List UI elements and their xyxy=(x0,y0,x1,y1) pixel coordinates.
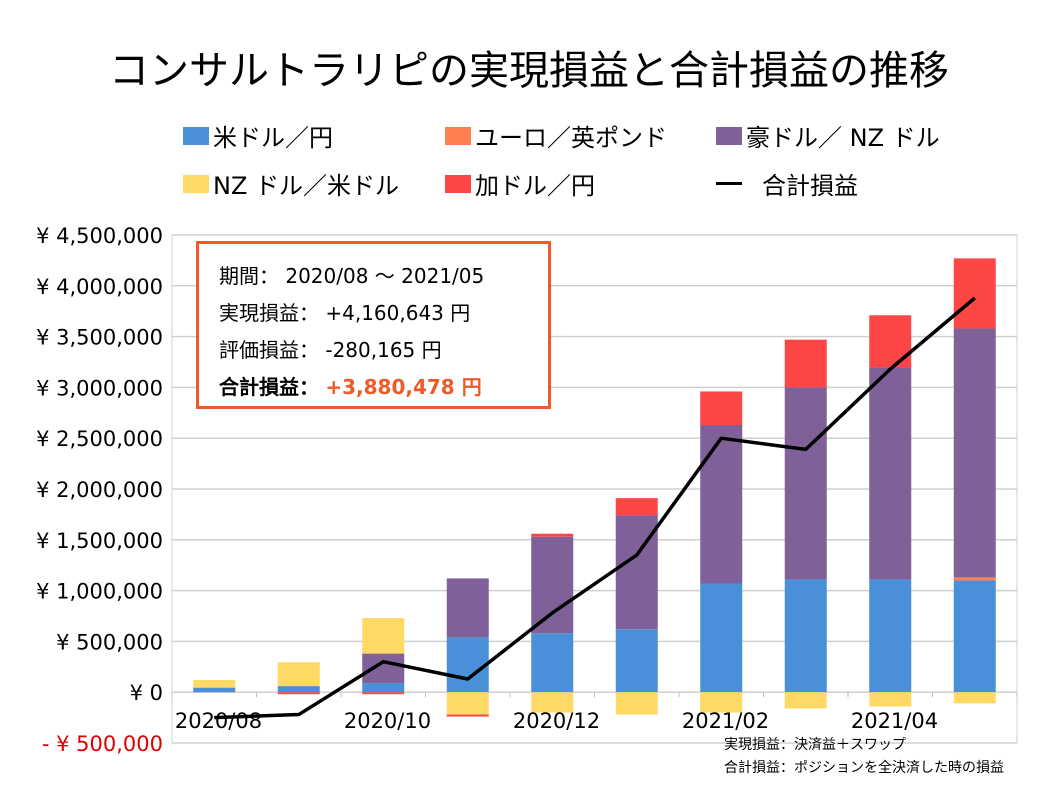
legend-swatch xyxy=(445,126,471,145)
bar-segment xyxy=(953,692,996,704)
footnote-realized: 実現損益：決済益＋スワップ xyxy=(724,737,906,753)
bar-segment xyxy=(615,498,658,516)
realized-row: 実現損益： +4,160,643 円 xyxy=(219,295,548,332)
x-tick-label: 2021/04 xyxy=(851,709,938,733)
bar-segment xyxy=(700,583,743,693)
legend-swatch xyxy=(716,126,742,145)
legend-item-usdjpy: 米ドル／円 xyxy=(183,118,333,153)
y-tick-label: ¥ 4,500,000 xyxy=(36,224,163,248)
bar-segment xyxy=(362,692,405,695)
y-tick-label: ¥ 2,000,000 xyxy=(36,478,163,502)
x-tick-label: 2020/10 xyxy=(344,709,431,733)
bar-segment xyxy=(953,258,996,329)
bar-segment xyxy=(362,618,405,654)
chart-title: コンサルトラリピの実現損益と合計損益の推移 xyxy=(109,48,949,94)
footnote-total: 合計損益：ポジションを全決済した時の損益 xyxy=(724,760,1004,776)
bar-segment xyxy=(446,578,489,638)
y-tick-label: ¥ 500,000 xyxy=(56,630,163,654)
y-tick-label: ¥ 0 xyxy=(130,681,163,705)
y-tick-label: ¥ 1,500,000 xyxy=(36,529,163,553)
x-tick-label: 2020/12 xyxy=(513,709,600,733)
bar-segment xyxy=(615,629,658,693)
bar-segment xyxy=(446,692,489,715)
summary-box: 期間： 2020/08 ～ 2021/05 実現損益： +4,160,643 円… xyxy=(196,241,551,409)
legend-swatch xyxy=(445,174,471,193)
bar-segment xyxy=(362,653,405,684)
legend-line-swatch xyxy=(716,182,742,185)
total-label: 合計損益： xyxy=(219,375,319,399)
legend-item-cadjpy: 加ドル／円 xyxy=(445,166,595,201)
legend-swatch xyxy=(183,126,209,145)
legend-label: 米ドル／円 xyxy=(213,124,333,152)
bar-segment xyxy=(700,391,743,425)
bar-segment xyxy=(277,662,320,687)
legend-label: 合計損益 xyxy=(762,172,858,200)
bar-segment xyxy=(869,692,912,707)
bar-segment xyxy=(277,686,320,693)
legend-label: NZ ドル／米ドル xyxy=(213,172,400,200)
y-tick-label: ¥ 3,000,000 xyxy=(36,376,163,400)
total-pl-line xyxy=(214,296,976,720)
bar-segment xyxy=(784,579,827,693)
unrealized-row: 評価損益： -280,165 円 xyxy=(219,332,548,369)
bar-segment xyxy=(531,692,574,713)
bar-segment xyxy=(784,692,827,709)
bar-segment xyxy=(869,367,912,580)
x-tick-label: 2020/08 xyxy=(175,709,262,733)
period-label: 期間： xyxy=(219,264,279,288)
bar-segment xyxy=(700,424,743,584)
realized-label: 実現損益： xyxy=(219,301,319,325)
bar-segment xyxy=(193,680,236,688)
bar-segment xyxy=(531,533,574,537)
period-row: 期間： 2020/08 ～ 2021/05 xyxy=(219,258,548,295)
bar-segment xyxy=(446,637,489,693)
legend-label: 豪ドル／ NZ ドル xyxy=(746,124,940,152)
y-tick-label: ¥ 1,000,000 xyxy=(36,580,163,604)
bar-segment xyxy=(953,328,996,578)
footnotes: 実現損益：決済益＋スワップ 合計損益：ポジションを全決済した時の損益 xyxy=(724,734,1004,780)
bar-segment xyxy=(362,683,405,693)
legend-item-nzdusd: NZ ドル／米ドル xyxy=(183,166,399,201)
legend-item-total: 合計損益 xyxy=(716,166,858,201)
y-tick-label: ¥ 4,000,000 xyxy=(36,275,163,299)
bar-segment xyxy=(277,692,320,695)
bar-segment xyxy=(953,580,996,693)
legend-item-eurgbp: ユーロ／英ポンド xyxy=(445,118,667,153)
legend-label: ユーロ／英ポンド xyxy=(475,124,667,152)
bar-segment xyxy=(869,579,912,693)
bar-segment xyxy=(784,339,827,388)
legend-swatch xyxy=(183,174,209,193)
bar-segment xyxy=(446,714,489,717)
legend-item-audnzd: 豪ドル／ NZ ドル xyxy=(716,118,940,153)
bar-segment xyxy=(531,633,574,693)
total-row: 合計損益： +3,880,478 円 xyxy=(219,369,548,406)
bar-segment xyxy=(531,536,574,634)
realized-value: +4,160,643 円 xyxy=(325,301,471,325)
legend-label: 加ドル／円 xyxy=(475,172,595,200)
bar-segment xyxy=(193,687,236,693)
total-value: +3,880,478 円 xyxy=(325,375,482,399)
bar-segment xyxy=(615,692,658,715)
y-tick-label: - ¥ 500,000 xyxy=(42,732,163,756)
bar-segment xyxy=(784,387,827,580)
bar-segment xyxy=(953,577,996,581)
x-tick-label: 2021/02 xyxy=(682,709,769,733)
bar-segment xyxy=(700,692,743,713)
y-tick-label: ¥ 3,500,000 xyxy=(36,326,163,350)
y-tick-label: ¥ 2,500,000 xyxy=(36,427,163,451)
period-value: 2020/08 ～ 2021/05 xyxy=(285,264,485,288)
bar-segment xyxy=(869,315,912,368)
unrealized-value: -280,165 円 xyxy=(325,338,442,362)
unrealized-label: 評価損益： xyxy=(219,338,319,362)
